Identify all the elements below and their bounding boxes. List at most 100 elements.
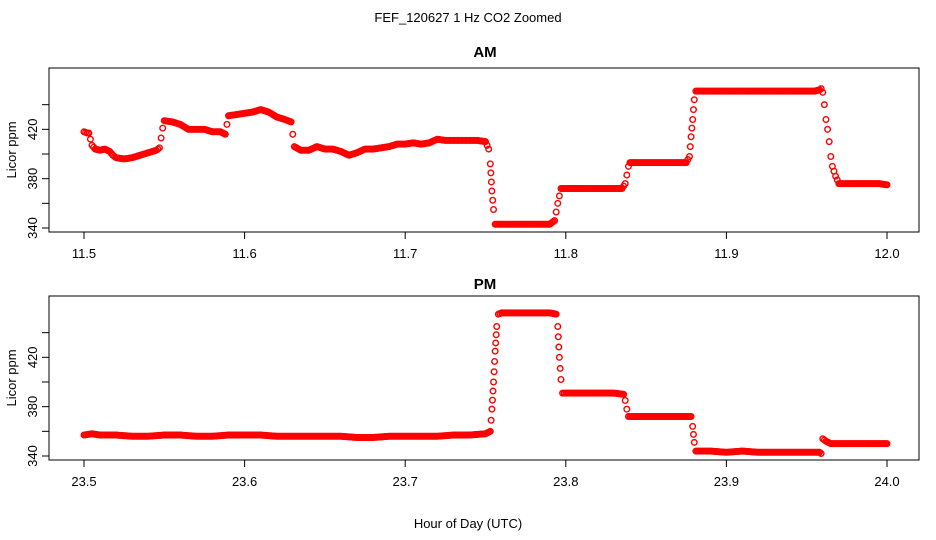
data-point [820, 101, 828, 109]
x-tick-label: 23.7 [393, 474, 418, 489]
x-tick-label: 23.9 [714, 474, 739, 489]
data-point [155, 144, 163, 152]
pm-x-ticks: 23.5 23.6 23.7 23.8 23.9 24.0 [71, 460, 900, 489]
data-point-interp [489, 387, 497, 395]
data-point [482, 138, 490, 146]
data-point [689, 115, 697, 123]
data-point-interp [492, 331, 500, 339]
data-point [687, 133, 695, 141]
data-point [287, 118, 295, 126]
data-point [85, 129, 93, 137]
data-point [555, 353, 563, 361]
y-tick-label: 420 [25, 118, 40, 140]
pm-y-axis-label: Licor ppm [4, 349, 19, 406]
data-point [490, 205, 498, 213]
am-plot-frame [48, 67, 920, 233]
x-tick-label: 11.5 [72, 246, 96, 261]
x-tick-label: 11.8 [554, 246, 578, 261]
data-point [221, 130, 229, 138]
data-point [883, 440, 891, 448]
data-point-interp [488, 396, 496, 404]
x-tick-label: 23.6 [232, 474, 257, 489]
am-x-ticks: 11.5 11.6 11.7 11.8 11.9 12.0 [72, 232, 900, 261]
data-point [557, 376, 565, 384]
data-point [685, 152, 693, 160]
data-point [552, 310, 560, 318]
data-point [689, 422, 697, 430]
data-point-interp [689, 430, 697, 438]
data-point-interp [491, 357, 499, 365]
data-point [485, 145, 493, 153]
data-point [621, 397, 629, 405]
data-point [825, 138, 833, 146]
data-point-interp [688, 124, 696, 132]
data-point [832, 172, 840, 180]
data-point-interp [489, 196, 497, 204]
y-tick-label: 380 [25, 396, 40, 418]
data-point-interp [86, 135, 94, 143]
data-point-interp [490, 368, 498, 376]
data-point [488, 405, 496, 413]
data-point [157, 134, 165, 142]
data-point [690, 96, 698, 104]
x-axis-label: Hour of Day (UTC) [414, 516, 522, 531]
data-point [491, 347, 499, 355]
pm-panel-title: PM [474, 276, 497, 293]
data-point-interp [554, 333, 562, 341]
pm-points [80, 309, 891, 458]
data-point [555, 192, 563, 200]
data-point [883, 181, 891, 189]
data-point [551, 217, 559, 225]
am-panel-title: AM [473, 44, 496, 61]
data-point-interp [686, 143, 694, 151]
x-tick-label: 24.0 [874, 474, 899, 489]
y-tick-label: 420 [25, 346, 40, 368]
data-point-interp [689, 106, 697, 114]
data-point [623, 171, 631, 179]
pm-plot-frame [48, 295, 920, 461]
data-point [817, 85, 825, 93]
data-point [827, 152, 835, 160]
data-point [554, 323, 562, 331]
data-point-interp [556, 364, 564, 372]
data-point-interp [487, 416, 495, 424]
data-point-interp [487, 169, 495, 177]
x-tick-label: 11.6 [232, 246, 256, 261]
data-point [687, 413, 695, 421]
pm-y-ticks: 340 380 420 [25, 332, 49, 467]
data-point-interp [555, 343, 563, 351]
data-point [623, 405, 631, 413]
x-tick-label: 23.8 [553, 474, 578, 489]
data-point [490, 378, 498, 386]
data-point-interp [483, 141, 491, 149]
x-tick-label: 23.5 [71, 474, 96, 489]
pm-panel: PM 23.5 23.6 23.7 23.8 23.9 24.0 340 380 420 Li… [4, 276, 920, 489]
am-y-ticks: 340 380 420 [25, 104, 49, 239]
data-point [488, 187, 496, 195]
data-point [493, 323, 501, 331]
x-tick-label: 12.0 [874, 246, 899, 261]
data-point [289, 130, 297, 138]
x-tick-label: 11.7 [393, 246, 417, 261]
data-point [824, 125, 832, 133]
data-point [690, 438, 698, 446]
data-point-interp [492, 339, 500, 347]
data-point [223, 120, 231, 128]
am-panel: AM 11.5 11.6 11.7 11.8 11.9 12.0 340 380 420 Li… [4, 44, 920, 261]
figure-title: FEF_120627 1 Hz CO2 Zoomed [374, 10, 561, 25]
data-point [621, 180, 629, 188]
data-point [486, 427, 494, 435]
data-point [554, 199, 562, 207]
am-points [80, 85, 891, 228]
data-point [159, 124, 167, 132]
data-point [822, 115, 830, 123]
x-tick-label: 11.9 [714, 246, 738, 261]
data-point [620, 390, 628, 398]
y-tick-label: 380 [25, 168, 40, 190]
am-y-axis-label: Licor ppm [4, 121, 19, 178]
data-point [817, 450, 825, 458]
data-point [819, 88, 827, 96]
y-tick-label: 340 [25, 445, 40, 467]
data-point [486, 160, 494, 168]
data-point [552, 208, 560, 216]
